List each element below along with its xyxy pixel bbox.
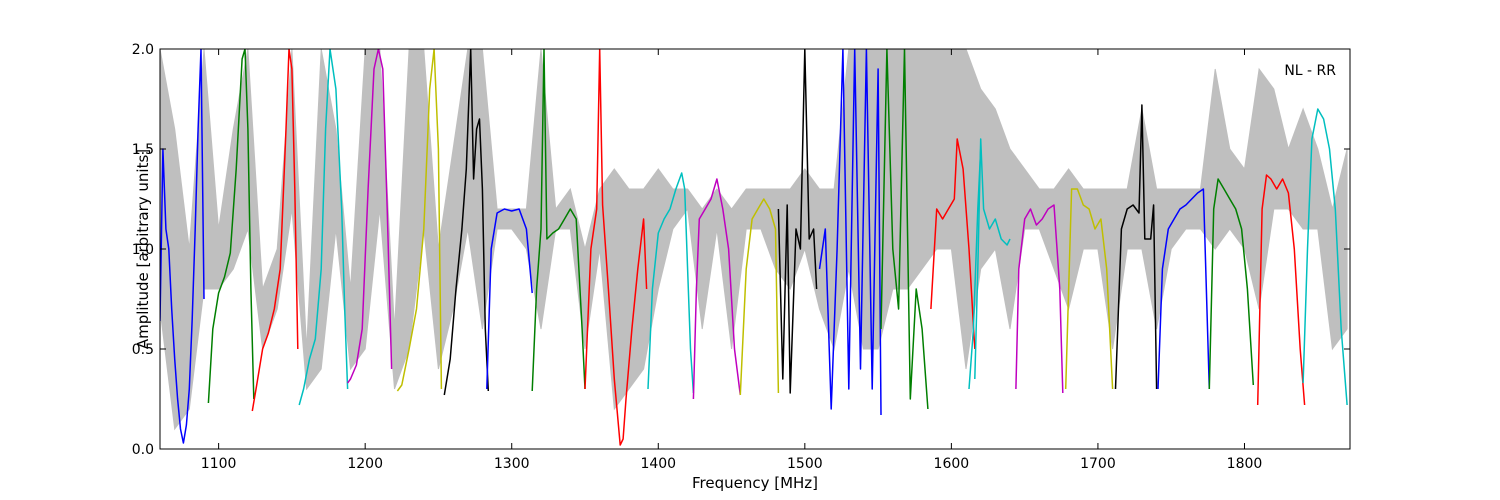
series-line-22 <box>1114 104 1158 390</box>
series-line-16 <box>880 49 929 410</box>
series-line-6 <box>396 49 443 392</box>
series-line-2 <box>207 49 255 404</box>
series-line-24 <box>1208 178 1255 390</box>
series-line-20 <box>1015 204 1064 394</box>
series-group <box>160 49 1348 446</box>
series-line-9 <box>531 49 586 392</box>
x-tick-label: 1400 <box>640 456 676 472</box>
x-tick-label: 1100 <box>201 456 237 472</box>
x-tick-label: 1200 <box>347 456 383 472</box>
series-line-19 <box>968 148 982 390</box>
x-axis-label: Frequency [MHz] <box>692 474 818 492</box>
series-line-23 <box>1157 188 1211 390</box>
series-line-11 <box>647 172 695 394</box>
series-line-15 <box>818 49 882 416</box>
axis-ticks: 1100 1200 1300 1400 1500 1600 1700 1800 0.0 0.5 1.… <box>132 42 1350 472</box>
y-tick-label: 0.5 <box>132 342 154 358</box>
series-line-4 <box>298 49 349 406</box>
series-line-5 <box>346 49 393 384</box>
series-line-10 <box>584 49 648 446</box>
series-line-3 <box>251 49 299 412</box>
x-tick-label: 1800 <box>1227 456 1263 472</box>
y-tick-label: 2.0 <box>132 42 154 58</box>
series-line-1 <box>160 49 205 444</box>
y-axis-label: Amplitude [arbitrary units] <box>134 149 152 349</box>
series-line-25 <box>1256 174 1306 406</box>
envelope-band <box>160 49 1348 431</box>
series-line-17 <box>930 138 976 350</box>
x-tick-label: 1300 <box>494 456 530 472</box>
series-line-8 <box>486 208 533 390</box>
x-tick-label: 1500 <box>787 456 823 472</box>
series-line-26 <box>1302 108 1348 406</box>
series-line-14 <box>777 49 818 394</box>
y-tick-label: 1.5 <box>132 142 154 158</box>
background-envelope <box>160 49 1348 431</box>
y-tick-label: 0.0 <box>132 442 154 458</box>
x-tick-label: 1600 <box>934 456 970 472</box>
x-tick-label: 1700 <box>1080 456 1116 472</box>
series-line-13 <box>739 198 780 396</box>
annotation-label: NL - RR <box>1284 63 1336 79</box>
y-tick-label: 1.0 <box>132 242 154 258</box>
series-line-7 <box>443 49 490 396</box>
series-line-21 <box>1064 188 1114 390</box>
series-line-12 <box>692 178 742 400</box>
series-line-18 <box>974 138 1011 380</box>
